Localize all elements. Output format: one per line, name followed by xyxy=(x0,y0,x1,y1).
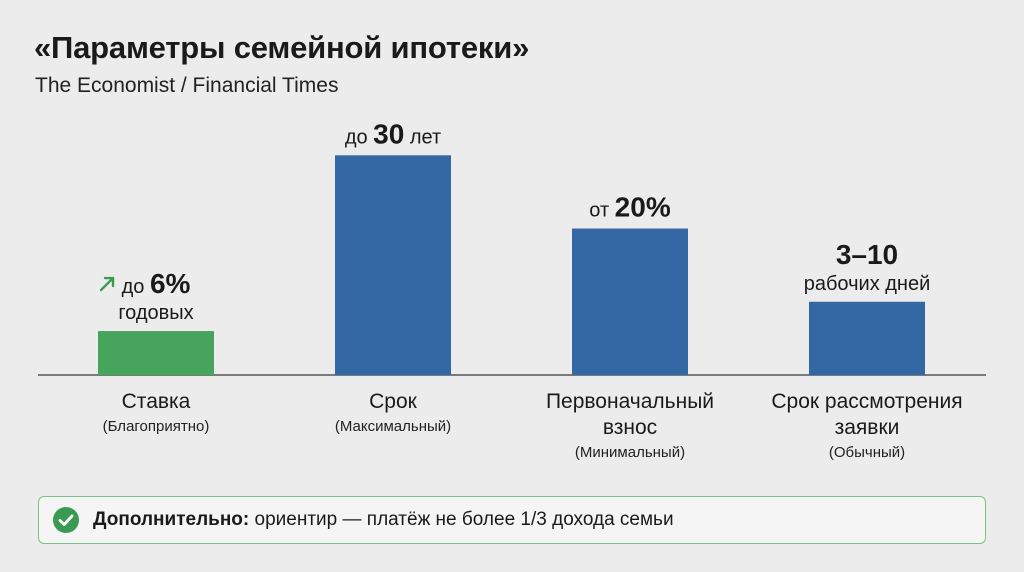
footer-note: Дополнительно: ориентир — платёж не боле… xyxy=(38,496,986,544)
footer-text: Дополнительно: ориентир — платёж не боле… xyxy=(93,509,674,531)
category-label-3-line1: Первоначальный xyxy=(546,390,714,413)
bar-chart: до 6% годовых Ставка (Благоприятно) до 30 ле… xyxy=(38,118,986,461)
bar-1 xyxy=(98,331,214,375)
category-label-2: Срок xyxy=(369,390,418,413)
data-label-4-line2: рабочих дней xyxy=(804,273,931,295)
category-note-4: (Обычный) xyxy=(829,444,905,461)
trend-up-arrow-icon xyxy=(99,276,115,292)
category-note-3: (Минимальный) xyxy=(575,444,685,461)
page-title: «Параметры семейной ипотеки» xyxy=(34,30,530,65)
category-note-1: (Благоприятно) xyxy=(103,418,210,435)
category-label-4-line2: заявки xyxy=(835,416,900,439)
bar-3 xyxy=(572,228,688,375)
bar-4 xyxy=(809,301,925,375)
category-label-4-line1: Срок рассмотрения xyxy=(771,390,962,413)
footer-body: ориентир — платёж не более 1/3 дохода се… xyxy=(249,509,674,530)
data-label-1: до 6% xyxy=(122,268,191,299)
footer-label: Дополнительно: xyxy=(93,509,250,530)
check-circle-icon xyxy=(53,507,79,533)
page-subtitle: The Economist / Financial Times xyxy=(35,74,339,97)
data-label-3: от 20% xyxy=(589,192,671,223)
data-label-1-line2: годовых xyxy=(118,302,193,324)
category-label-1: Ставка xyxy=(122,390,191,413)
bar-2 xyxy=(335,155,451,375)
category-note-2: (Максимальный) xyxy=(335,418,451,435)
data-label-2: до 30 лет xyxy=(345,118,441,149)
data-label-4: 3–10 xyxy=(836,239,898,270)
category-label-3-line2: взнос xyxy=(603,416,657,439)
